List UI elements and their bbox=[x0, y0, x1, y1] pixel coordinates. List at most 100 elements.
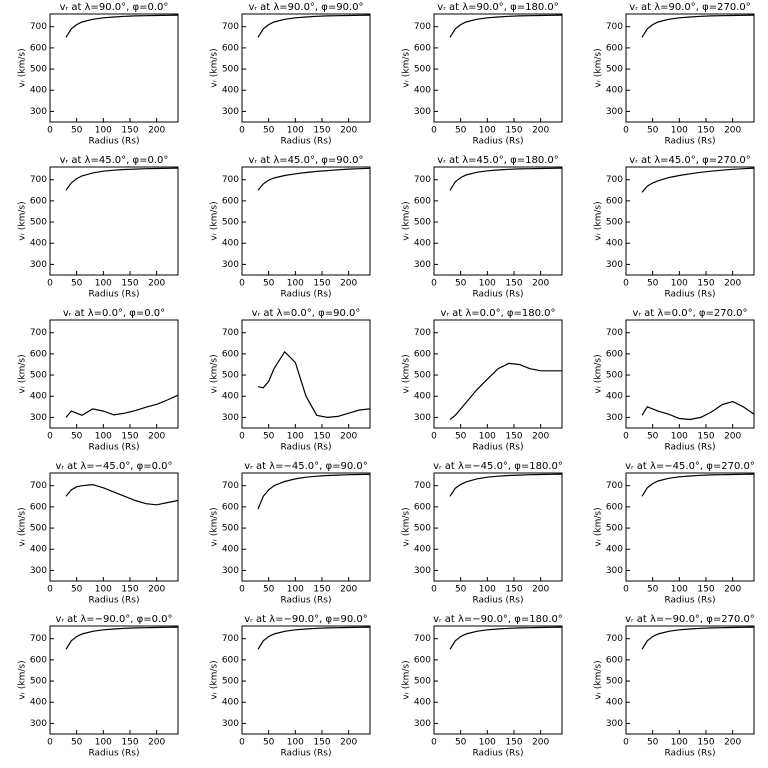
y-tick-label: 300 bbox=[606, 719, 623, 729]
x-tick-label: 200 bbox=[340, 738, 357, 748]
data-line bbox=[641, 400, 755, 421]
x-tick-label: 50 bbox=[647, 279, 659, 289]
plot-frame bbox=[49, 166, 179, 276]
y-tick-label: 700 bbox=[222, 22, 239, 32]
y-axis-label: vᵣ (km/s) bbox=[594, 354, 604, 393]
x-tick-label: 0 bbox=[623, 432, 629, 442]
x-tick-label: 50 bbox=[263, 432, 275, 442]
y-tick-label: 500 bbox=[414, 677, 431, 687]
y-axis-label: vᵣ (km/s) bbox=[402, 507, 412, 546]
y-tick-label: 400 bbox=[222, 545, 239, 555]
y-tick-label: 600 bbox=[30, 196, 47, 206]
y-tick-label: 700 bbox=[30, 22, 47, 32]
x-tick-label: 0 bbox=[47, 738, 53, 748]
y-tick-label: 400 bbox=[30, 86, 47, 96]
x-tick-label: 50 bbox=[455, 585, 467, 595]
y-tick-label: 500 bbox=[414, 371, 431, 381]
y-axis-label: vᵣ (km/s) bbox=[594, 201, 604, 240]
y-tick-label: 400 bbox=[606, 545, 623, 555]
x-tick-label: 150 bbox=[121, 585, 138, 595]
y-tick-label: 700 bbox=[30, 634, 47, 644]
x-tick-label: 200 bbox=[148, 585, 165, 595]
x-tick-label: 200 bbox=[532, 585, 549, 595]
y-axis-label: vᵣ (km/s) bbox=[18, 48, 28, 87]
x-tick-label: 150 bbox=[697, 738, 714, 748]
y-tick-label: 300 bbox=[222, 413, 239, 423]
x-tick-label: 0 bbox=[623, 738, 629, 748]
y-tick-label: 400 bbox=[30, 392, 47, 402]
x-tick-label: 50 bbox=[455, 279, 467, 289]
chart-title: vᵣ at λ=90.0°, φ=90.0° bbox=[248, 2, 363, 13]
plot-frame bbox=[433, 13, 563, 123]
y-tick-label: 600 bbox=[606, 196, 623, 206]
x-tick-label: 200 bbox=[340, 126, 357, 136]
chart-title: vᵣ at λ=0.0°, φ=180.0° bbox=[440, 308, 555, 319]
chart-title: vᵣ at λ=90.0°, φ=180.0° bbox=[437, 2, 558, 13]
x-tick-label: 50 bbox=[71, 432, 83, 442]
x-tick-label: 200 bbox=[532, 432, 549, 442]
x-axis-label: Radius (Rs) bbox=[472, 137, 523, 147]
plot-frame bbox=[433, 625, 563, 735]
x-tick-label: 100 bbox=[671, 432, 688, 442]
y-tick-label: 500 bbox=[222, 524, 239, 534]
y-tick-label: 700 bbox=[606, 634, 623, 644]
x-tick-label: 50 bbox=[263, 126, 275, 136]
data-line bbox=[449, 362, 562, 420]
y-tick-label: 700 bbox=[414, 634, 431, 644]
x-tick-label: 50 bbox=[455, 738, 467, 748]
x-tick-label: 100 bbox=[287, 738, 304, 748]
chart-title: vᵣ at λ=0.0°, φ=0.0° bbox=[63, 308, 165, 319]
x-axis-label: Radius (Rs) bbox=[664, 290, 715, 300]
plot-frame bbox=[433, 472, 563, 582]
chart-title: vᵣ at λ=−45.0°, φ=270.0° bbox=[625, 461, 755, 472]
y-tick-label: 400 bbox=[606, 86, 623, 96]
x-tick-label: 200 bbox=[532, 279, 549, 289]
x-axis-label: Radius (Rs) bbox=[88, 749, 139, 759]
x-tick-label: 100 bbox=[671, 738, 688, 748]
plot-frame bbox=[241, 13, 371, 123]
x-tick-label: 100 bbox=[95, 126, 112, 136]
y-tick-label: 300 bbox=[30, 107, 47, 117]
x-tick-label: 50 bbox=[71, 738, 83, 748]
x-axis-label: Radius (Rs) bbox=[280, 290, 331, 300]
plot-frame bbox=[49, 472, 179, 582]
x-axis-label: Radius (Rs) bbox=[280, 443, 331, 453]
x-tick-label: 0 bbox=[623, 126, 629, 136]
x-tick-label: 0 bbox=[239, 432, 245, 442]
plot-frame bbox=[625, 472, 755, 582]
x-tick-label: 0 bbox=[47, 585, 53, 595]
plot-frame bbox=[49, 13, 179, 123]
plot-frame bbox=[241, 472, 371, 582]
y-tick-label: 500 bbox=[414, 524, 431, 534]
y-tick-label: 700 bbox=[30, 328, 47, 338]
x-axis-label: Radius (Rs) bbox=[472, 749, 523, 759]
x-tick-label: 50 bbox=[263, 738, 275, 748]
y-tick-label: 700 bbox=[606, 175, 623, 185]
x-tick-label: 100 bbox=[479, 738, 496, 748]
x-tick-label: 150 bbox=[121, 126, 138, 136]
y-tick-label: 600 bbox=[606, 502, 623, 512]
y-tick-label: 500 bbox=[30, 677, 47, 687]
x-tick-label: 150 bbox=[505, 738, 522, 748]
data-line bbox=[641, 167, 755, 193]
data-line bbox=[449, 14, 563, 38]
y-tick-label: 600 bbox=[222, 655, 239, 665]
y-tick-label: 700 bbox=[222, 634, 239, 644]
x-tick-label: 0 bbox=[239, 126, 245, 136]
y-axis-label: vᵣ (km/s) bbox=[402, 48, 412, 87]
x-tick-label: 100 bbox=[671, 279, 688, 289]
chart-title: vᵣ at λ=45.0°, φ=90.0° bbox=[248, 155, 363, 166]
x-tick-label: 100 bbox=[671, 585, 688, 595]
x-tick-label: 100 bbox=[479, 126, 496, 136]
y-tick-label: 600 bbox=[222, 43, 239, 53]
y-tick-label: 500 bbox=[606, 65, 623, 75]
x-tick-label: 0 bbox=[431, 432, 437, 442]
x-tick-label: 200 bbox=[724, 279, 741, 289]
y-tick-label: 400 bbox=[30, 545, 47, 555]
x-tick-label: 150 bbox=[697, 585, 714, 595]
chart-title: vᵣ at λ=90.0°, φ=270.0° bbox=[629, 2, 750, 13]
y-tick-label: 400 bbox=[414, 545, 431, 555]
y-tick-label: 400 bbox=[222, 698, 239, 708]
x-axis-label: Radius (Rs) bbox=[280, 137, 331, 147]
x-tick-label: 150 bbox=[697, 126, 714, 136]
